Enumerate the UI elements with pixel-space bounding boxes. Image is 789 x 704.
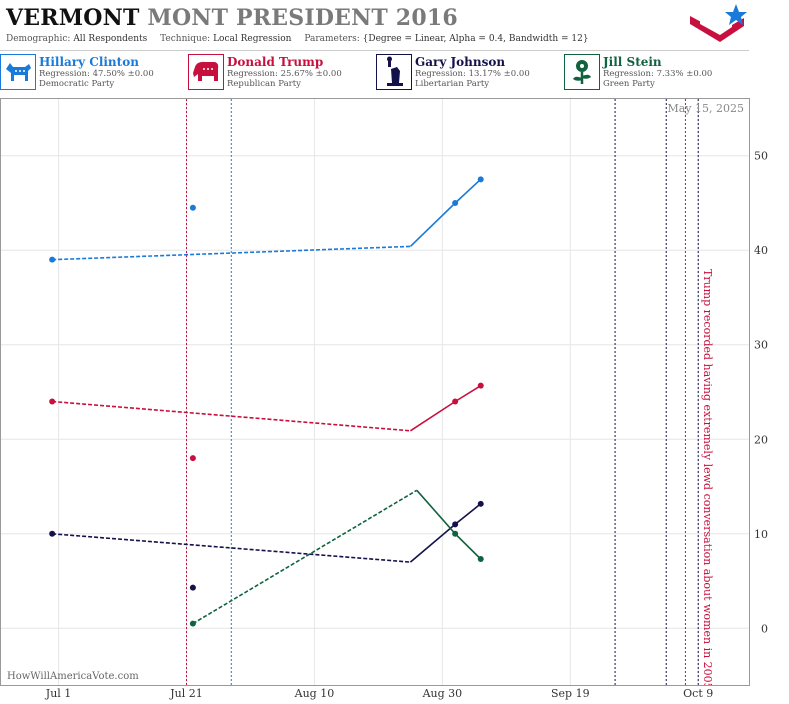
y-tick-label: 20	[754, 433, 768, 446]
technique-value: Local Regression	[213, 34, 292, 44]
data-point	[452, 521, 459, 528]
legend-name: Jill Stein	[603, 55, 662, 69]
donkey-icon	[0, 54, 36, 90]
parameters-line: Demographic: All Respondents Technique: …	[6, 34, 589, 44]
title-state: VERMONT	[6, 5, 140, 31]
technique-label: Technique:	[160, 34, 211, 44]
legend-item-trump: Donald Trump Regression: 25.67% ±0.00 Re…	[188, 54, 373, 92]
site-logo-icon	[690, 4, 747, 42]
data-point	[477, 556, 484, 563]
chart-header: VERMONT MONT PRESIDENT 2016 Demographic:…	[0, 0, 749, 51]
legend-party: Libertarian Party	[415, 79, 490, 89]
legend-party: Republican Party	[227, 79, 301, 89]
data-point	[189, 584, 196, 591]
data-point	[452, 530, 459, 537]
data-point	[477, 500, 484, 507]
demographic-label: Demographic:	[6, 34, 71, 44]
y-tick-label: 10	[754, 528, 768, 541]
x-tick-label: Sep 19	[551, 687, 590, 700]
legend-regression: Regression: 7.33% ±0.00	[603, 69, 713, 79]
legend-item-stein: Jill Stein Regression: 7.33% ±0.00 Green…	[564, 54, 749, 92]
legend-item-clinton: Hillary Clinton Regression: 47.50% ±0.00…	[0, 54, 185, 92]
data-point	[49, 398, 56, 405]
data-point	[477, 382, 484, 389]
legend-item-johnson: Gary Johnson Regression: 13.17% ±0.00 Li…	[376, 54, 561, 92]
x-tick-label: Oct 9	[683, 687, 713, 700]
parameters-value: {Degree = Linear, Alpha = 0.4, Bandwidth…	[362, 34, 589, 44]
series-group	[49, 176, 484, 627]
data-point	[477, 176, 484, 183]
y-tick-label: 50	[754, 150, 768, 163]
legend-regression: Regression: 25.67% ±0.00	[227, 69, 342, 79]
legend-regression: Regression: 13.17% ±0.00	[415, 69, 530, 79]
data-point	[189, 620, 196, 627]
y-tick-label: 40	[754, 244, 768, 257]
series-trend-solid	[409, 178, 482, 247]
watermark: HowWillAmericaVote.com	[7, 671, 139, 682]
y-tick-label: 30	[754, 339, 768, 352]
data-point	[452, 199, 459, 206]
series-trend-solid	[409, 503, 482, 563]
outer-y-tick-labels: 0 10 20 30 40 50	[754, 150, 768, 636]
elephant-icon	[188, 54, 224, 90]
legend-name: Gary Johnson	[415, 55, 506, 69]
series-trend-dashed	[192, 489, 418, 625]
flower-icon	[564, 54, 600, 90]
event-annotation: Trump recorded having extremely lewd con…	[701, 269, 714, 685]
series-trend-solid	[409, 385, 482, 432]
x-tick-label: Aug 10	[294, 687, 335, 700]
data-point	[452, 398, 459, 405]
title-race: MONT PRESIDENT 2016	[147, 5, 458, 31]
legend-party: Democratic Party	[39, 79, 115, 89]
x-tick-label: Jul 21	[169, 687, 203, 700]
legend-party: Green Party	[603, 79, 655, 89]
x-tick-label: Aug 30	[422, 687, 463, 700]
plot-date-label: May 15, 2025	[667, 102, 744, 115]
candidate-legend: Hillary Clinton Regression: 47.50% ±0.00…	[0, 54, 749, 94]
event-lines	[186, 99, 699, 685]
data-point	[49, 530, 56, 537]
legend-name: Donald Trump	[227, 55, 324, 69]
legend-regression: Regression: 47.50% ±0.00	[39, 69, 154, 79]
data-point	[189, 455, 196, 462]
parameters-label: Parameters:	[304, 34, 360, 44]
page-title: VERMONT MONT PRESIDENT 2016	[6, 5, 458, 31]
y-tick-label: 0	[761, 622, 768, 635]
outer-x-tick-labels: Jul 1 Jul 21 Aug 10 Aug 30 Sep 19 Oct 9	[45, 687, 713, 700]
x-tick-label: Jul 1	[45, 687, 72, 700]
legend-name: Hillary Clinton	[39, 55, 139, 69]
grid-lines	[1, 99, 749, 685]
statue-of-liberty-icon	[376, 54, 412, 90]
demographic-value: All Respondents	[73, 34, 148, 44]
data-point	[189, 204, 196, 211]
data-point	[49, 256, 56, 263]
